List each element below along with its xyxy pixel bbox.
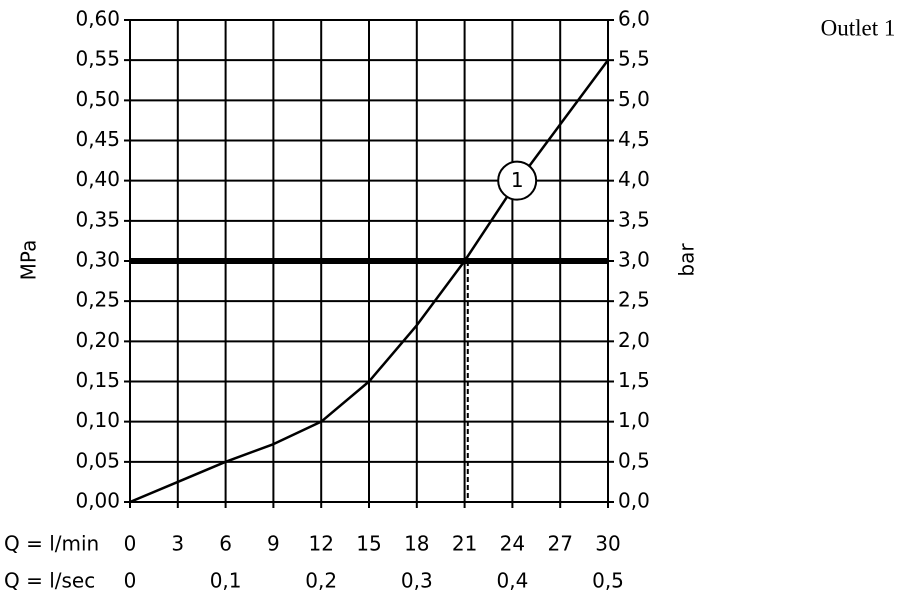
y2-tick-label: 1,5: [618, 368, 650, 392]
x-tick-label: 18: [404, 532, 429, 556]
x-tick-label: 27: [547, 532, 572, 556]
annotation-label: 1: [511, 168, 524, 192]
x2-tick-label: 0,3: [401, 569, 433, 593]
y2-axis-label: bar: [675, 243, 699, 277]
y-tick-label: 0,40: [75, 167, 120, 191]
y-tick-label: 0,35: [75, 207, 120, 231]
x-tick-label: 3: [171, 532, 184, 556]
x-tick-label: 21: [452, 532, 477, 556]
y-axis-label: MPa: [17, 240, 41, 281]
y-tick-label: 0,50: [75, 87, 120, 111]
y-tick-label: 0,60: [75, 7, 120, 31]
x2-tick-label: 0,4: [496, 569, 528, 593]
y2-tick-label: 4,5: [618, 127, 650, 151]
y-tick-label: 0,00: [75, 489, 120, 513]
y-tick-label: 0,05: [75, 448, 120, 472]
y2-tick-label: 2,0: [618, 328, 650, 352]
x-tick-label: 9: [267, 532, 280, 556]
x-tick-label: 6: [219, 532, 232, 556]
y-tick-label: 0,25: [75, 288, 120, 312]
x-axis-label: Q = l/min: [4, 532, 99, 556]
x-tick-label: 30: [595, 532, 620, 556]
chart-title: Outlet 1: [821, 15, 896, 40]
y2-tick-label: 3,0: [618, 248, 650, 272]
y-tick-label: 0,10: [75, 408, 120, 432]
y2-tick-label: 1,0: [618, 408, 650, 432]
y2-tick-label: 3,5: [618, 207, 650, 231]
x-tick-label: 24: [500, 532, 525, 556]
y2-tick-label: 2,5: [618, 288, 650, 312]
x2-tick-label: 0: [124, 569, 137, 593]
x-tick-label: 0: [124, 532, 137, 556]
x2-tick-label: 0,1: [210, 569, 242, 593]
y-tick-label: 0,30: [75, 248, 120, 272]
y2-tick-label: 4,0: [618, 167, 650, 191]
x2-tick-label: 0,2: [305, 569, 337, 593]
x-tick-label: 12: [308, 532, 333, 556]
y-tick-label: 0,20: [75, 328, 120, 352]
y2-tick-label: 6,0: [618, 7, 650, 31]
y-tick-label: 0,45: [75, 127, 120, 151]
annotation-circle: [497, 160, 538, 201]
x-tick-label: 15: [356, 532, 381, 556]
x2-tick-label: 0,5: [592, 569, 624, 593]
y-tick-label: 0,15: [75, 368, 120, 392]
y2-tick-label: 0,0: [618, 489, 650, 513]
y-tick-label: 0,55: [75, 47, 120, 71]
y2-tick-label: 0,5: [618, 448, 650, 472]
y2-tick-label: 5,5: [618, 47, 650, 71]
x2-axis-label: Q = l/sec: [4, 569, 95, 593]
y2-tick-label: 5,0: [618, 87, 650, 111]
